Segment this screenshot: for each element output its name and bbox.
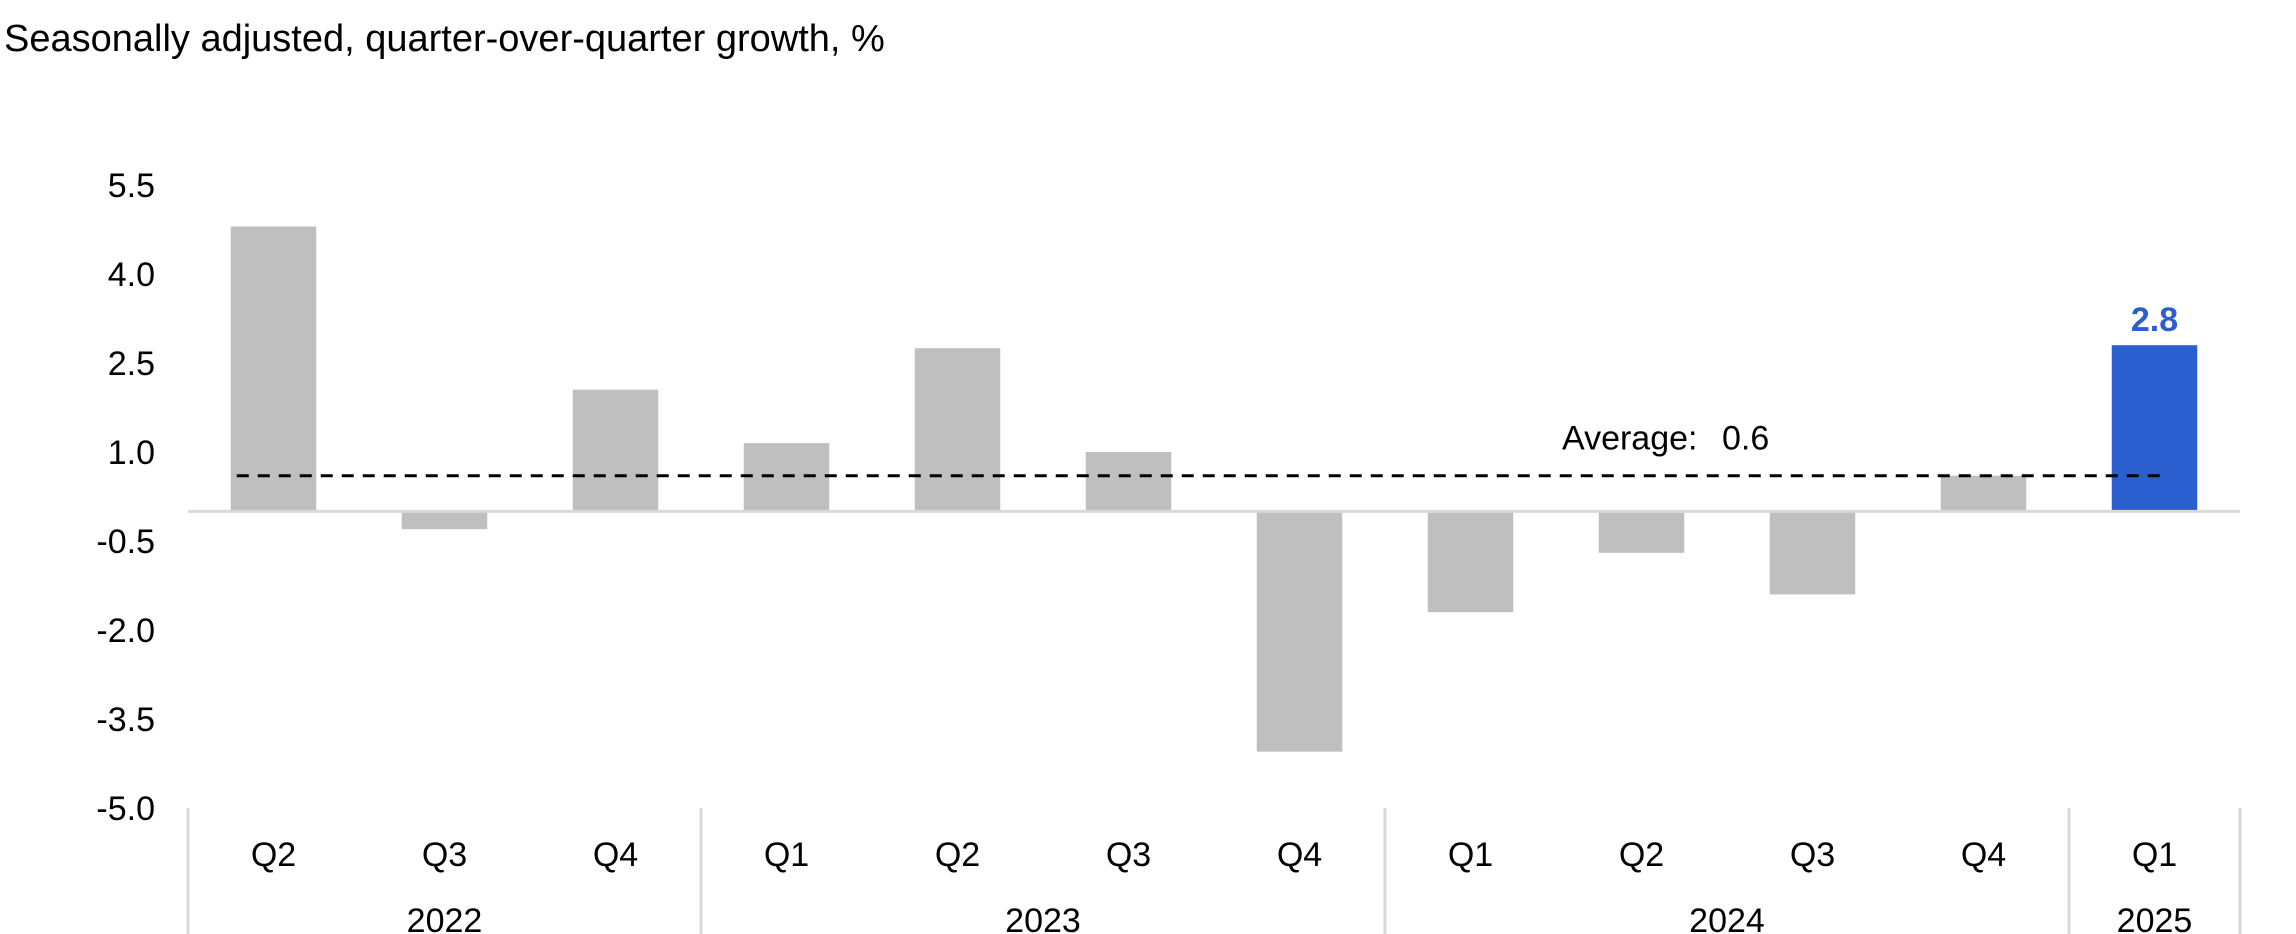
bar [2111, 345, 2198, 512]
chart-subtitle: Seasonally adjusted, quarter-over-quarte… [4, 18, 885, 60]
x-group-label: 2024 [1689, 902, 1765, 934]
axes-layer [186, 509, 2242, 934]
y-tick-label: -0.5 [96, 523, 155, 561]
y-tick-labels: 5.5 4.0 2.5 1.0 -0.5 -2.0 -3.5 -5.0 [96, 167, 155, 828]
x-tick-label: Q1 [1448, 836, 1493, 874]
x-tick-label: Q4 [1961, 836, 2006, 874]
average-label: Average: [1562, 420, 1697, 458]
x-tick-label: Q4 [1277, 836, 1322, 874]
bar [914, 348, 1001, 512]
bar [572, 389, 659, 512]
bar [1256, 511, 1343, 752]
data-label: 2.8 [2131, 301, 2178, 339]
y-tick-label: 1.0 [108, 434, 155, 472]
bar [1598, 511, 1685, 553]
x-group-label: 2023 [1005, 902, 1081, 934]
average-layer: Average: 0.6 [236, 420, 2168, 478]
x-tick-label: Q2 [251, 836, 296, 874]
y-tick-label: 2.5 [108, 345, 155, 383]
y-tick-label: -3.5 [96, 701, 155, 739]
bar [1427, 511, 1514, 613]
x-tick-label: Q3 [1790, 836, 1835, 874]
y-tick-label: 4.0 [108, 256, 155, 294]
bar [230, 226, 317, 512]
bar [401, 511, 488, 530]
bar [1769, 511, 1856, 595]
x-group-label: 2022 [407, 902, 483, 934]
x-group-labels: 2022 2023 2024 2025 [407, 902, 2193, 934]
y-tick-label: 5.5 [108, 167, 155, 205]
x-group-label: 2025 [2117, 902, 2193, 934]
bar [1085, 452, 1172, 512]
x-tick-label: Q4 [593, 836, 638, 874]
x-tick-label: Q3 [422, 836, 467, 874]
x-tick-label: Q2 [1619, 836, 1664, 874]
x-tick-label: Q1 [2132, 836, 2177, 874]
bars-layer [230, 226, 2198, 752]
y-tick-label: -5.0 [96, 790, 155, 828]
average-value-label: 0.6 [1722, 420, 1769, 458]
bar [1940, 475, 2027, 512]
x-tick-label: Q3 [1106, 836, 1151, 874]
data-labels: 2.8 [2131, 301, 2178, 339]
x-tick-labels: Q2 Q3 Q4 Q1 Q2 Q3 Q4 Q1 Q2 Q3 Q4 Q1 [251, 836, 2177, 874]
x-tick-label: Q2 [935, 836, 980, 874]
x-tick-label: Q1 [764, 836, 809, 874]
y-tick-label: -2.0 [96, 612, 155, 650]
